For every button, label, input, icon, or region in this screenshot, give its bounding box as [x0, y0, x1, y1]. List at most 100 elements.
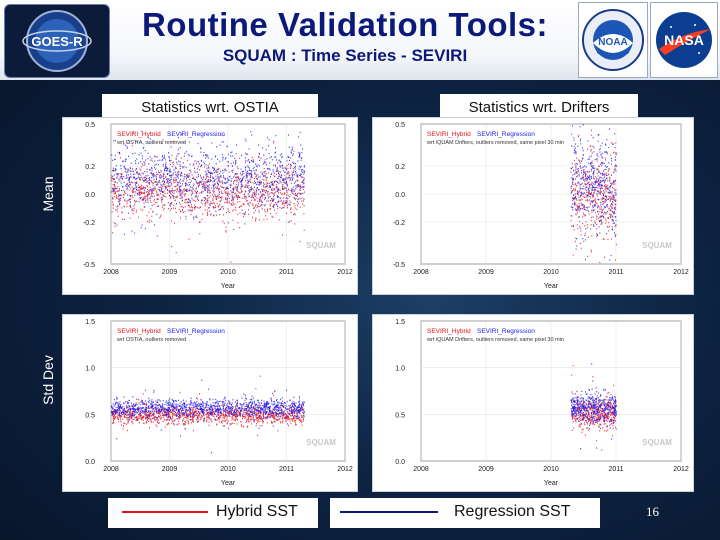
data-point	[158, 411, 160, 413]
data-point	[244, 157, 246, 159]
data-point	[286, 169, 288, 171]
data-point	[282, 181, 284, 184]
data-point	[253, 170, 255, 172]
data-point	[189, 411, 191, 413]
data-point	[236, 178, 238, 180]
data-point	[223, 175, 224, 177]
data-point	[216, 146, 218, 148]
data-point	[272, 414, 273, 416]
data-point	[148, 417, 149, 420]
data-point	[156, 184, 158, 186]
data-point	[285, 167, 287, 169]
data-point	[301, 197, 303, 199]
data-point	[614, 232, 615, 234]
data-point	[163, 170, 165, 172]
data-point	[247, 414, 249, 416]
data-point	[178, 181, 180, 184]
data-point	[186, 413, 187, 415]
data-point	[263, 414, 264, 416]
data-point	[196, 183, 198, 185]
data-point	[245, 140, 247, 142]
data-point	[152, 182, 154, 184]
data-point	[112, 187, 114, 190]
data-point	[588, 174, 590, 176]
data-point	[200, 201, 202, 203]
data-point	[131, 420, 133, 423]
data-point	[609, 197, 611, 199]
data-point	[265, 178, 267, 181]
data-point	[167, 169, 169, 171]
data-point	[594, 222, 596, 224]
data-point	[583, 215, 585, 217]
data-point	[238, 182, 240, 184]
data-point	[179, 412, 181, 414]
data-point	[610, 213, 612, 215]
data-point	[205, 203, 207, 205]
data-point	[243, 216, 244, 218]
data-point	[584, 205, 586, 207]
data-point	[588, 210, 590, 212]
data-point	[195, 163, 197, 165]
data-point	[158, 416, 160, 418]
data-point	[300, 193, 302, 195]
data-point	[116, 177, 118, 179]
data-point	[133, 207, 135, 209]
data-point	[274, 152, 276, 154]
data-point	[579, 166, 581, 168]
data-point	[169, 179, 171, 181]
data-point	[118, 415, 120, 417]
data-point	[290, 220, 292, 222]
data-point	[263, 411, 265, 414]
data-point	[284, 192, 286, 194]
data-point	[246, 410, 248, 413]
data-point	[132, 423, 134, 425]
data-point	[113, 415, 115, 417]
data-point	[113, 174, 115, 176]
data-point	[173, 196, 175, 198]
data-point	[174, 199, 176, 202]
data-point	[298, 418, 300, 420]
data-point	[604, 173, 606, 175]
data-point	[605, 168, 607, 171]
data-point	[129, 411, 131, 413]
data-point	[258, 181, 260, 183]
data-point	[173, 190, 175, 192]
data-point	[145, 414, 147, 416]
data-point	[189, 419, 191, 421]
data-point	[157, 173, 159, 176]
data-point	[189, 412, 191, 414]
data-point	[212, 181, 214, 183]
data-point	[165, 187, 167, 189]
data-point	[295, 420, 297, 422]
data-point	[303, 410, 305, 412]
data-point	[282, 207, 284, 209]
data-point	[255, 165, 257, 167]
data-point	[128, 413, 130, 415]
data-point	[255, 195, 257, 198]
data-point	[293, 190, 295, 192]
data-point	[585, 199, 587, 201]
data-point	[138, 201, 140, 203]
data-point	[248, 415, 250, 417]
data-point	[211, 407, 213, 409]
data-point	[601, 206, 602, 208]
data-point	[246, 418, 248, 420]
data-point	[152, 184, 154, 186]
data-point	[126, 177, 128, 179]
data-point	[272, 142, 274, 144]
data-point	[223, 176, 225, 179]
data-point	[286, 207, 288, 209]
data-point	[582, 154, 584, 156]
data-point	[192, 417, 194, 419]
data-point	[244, 186, 246, 188]
data-point	[111, 201, 113, 203]
data-point	[144, 149, 146, 152]
data-point	[268, 152, 270, 155]
data-point	[169, 190, 171, 192]
data-point	[265, 183, 267, 185]
data-point	[219, 416, 221, 419]
data-point	[233, 228, 235, 231]
data-point	[613, 194, 615, 196]
data-point	[206, 156, 208, 158]
data-point	[269, 185, 270, 187]
